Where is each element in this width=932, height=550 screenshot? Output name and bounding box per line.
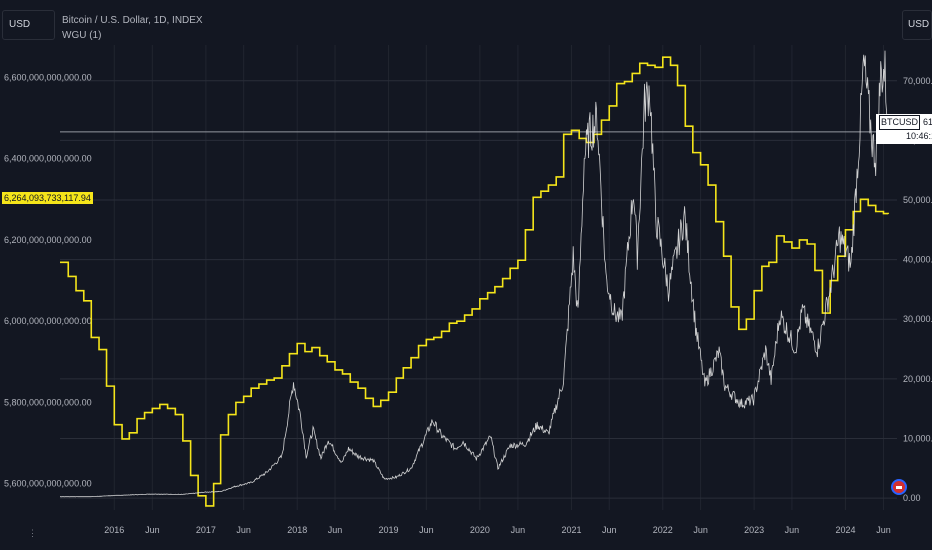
x-tick-label: Jun <box>236 525 251 535</box>
x-tick-label: 2019 <box>379 525 399 535</box>
right-tick-label: 70,000.00 <box>903 76 932 86</box>
x-tick-label: 2016 <box>104 525 124 535</box>
x-tick-label: 2023 <box>744 525 764 535</box>
x-tick-label: 2020 <box>470 525 490 535</box>
us-flag-icon[interactable] <box>891 479 907 495</box>
right-tick-label: 30,000.00 <box>903 314 932 324</box>
left-tick-label: 6,400,000,000,000.00 <box>4 154 92 164</box>
x-tick-label: 2024 <box>835 525 855 535</box>
wgu-last-value-badge: 6,264,093,733,117.94 <box>2 192 93 204</box>
left-tick-label: 5,800,000,000,000.00 <box>4 397 92 407</box>
btc-countdown-label: 10:46:13 <box>906 131 932 141</box>
x-tick-label: Jun <box>328 525 343 535</box>
left-tick-label: 6,200,000,000,000.00 <box>4 235 92 245</box>
indicator-legend[interactable]: WGU (1) <box>62 30 102 41</box>
x-tick-label: 2022 <box>653 525 673 535</box>
x-tick-label: 2021 <box>561 525 581 535</box>
chart-title: Bitcoin / U.S. Dollar, 1D, INDEX <box>62 15 203 26</box>
x-tick-label: Jun <box>511 525 526 535</box>
btc-symbol-label: BTCUSD <box>879 115 921 130</box>
right-tick-label: 20,000.00 <box>903 374 932 384</box>
x-tick-label: Jun <box>876 525 891 535</box>
timezone-clock-icon[interactable]: ⋮ <box>28 528 37 538</box>
left-tick-label: 5,600,000,000,000.00 <box>4 479 92 489</box>
x-tick-label: 2018 <box>287 525 307 535</box>
right-tick-label: 10,000.00 <box>903 433 932 443</box>
x-tick-label: Jun <box>785 525 800 535</box>
left-tick-label: 6,000,000,000,000.00 <box>4 316 92 326</box>
right-tick-label: 40,000.00 <box>903 255 932 265</box>
btc-price-label: 61,418.88 <box>923 117 932 127</box>
x-tick-label: Jun <box>145 525 160 535</box>
btc-series-line <box>60 50 889 498</box>
wgu-series-line <box>60 56 890 507</box>
right-tick-label: 50,000.00 <box>903 195 932 205</box>
right-tick-label: 0.00 <box>903 493 921 503</box>
currency-selector-right[interactable]: USD <box>902 10 932 40</box>
currency-selector-left[interactable]: USD <box>2 10 55 40</box>
x-tick-label: Jun <box>693 525 708 535</box>
left-tick-label: 6,600,000,000,000.00 <box>4 72 92 82</box>
x-tick-label: Jun <box>602 525 617 535</box>
x-tick-label: 2017 <box>196 525 216 535</box>
x-tick-label: Jun <box>419 525 434 535</box>
